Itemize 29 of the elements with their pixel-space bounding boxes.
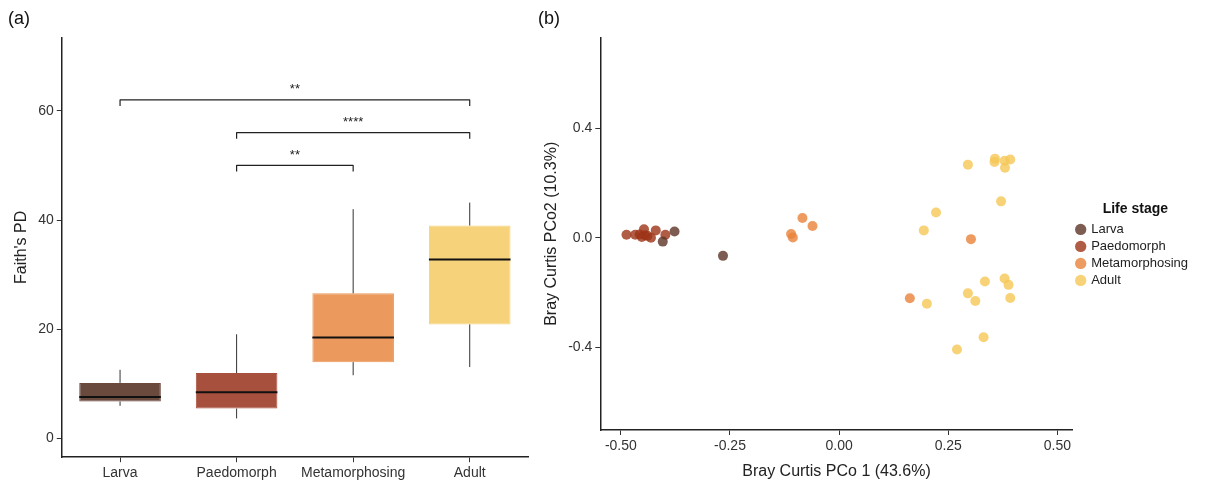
y-tick-label: 40: [38, 210, 54, 227]
legend-label: Metamorphosing: [1091, 254, 1188, 270]
legend-title: Life stage: [1102, 199, 1169, 216]
y-tick-label: 20: [38, 320, 54, 337]
x-tick-label: Adult: [453, 464, 486, 481]
x-tick-label: Metamorphosing: [301, 464, 406, 481]
x-tick-label: -0.50: [604, 437, 638, 454]
legend-label: Paedomorph: [1091, 237, 1166, 253]
x-tick-label: Larva: [102, 464, 138, 481]
x-axis-title: Bray Curtis PCo 1 (43.6%): [742, 461, 931, 479]
y-axis-title: Faith's PD: [12, 210, 30, 285]
x-tick-label: 0.50: [1043, 437, 1072, 454]
annotation: **: [289, 80, 300, 96]
annotation: ****: [343, 113, 364, 129]
y-axis-title: Bray Curtis PCo2 (10.3%): [542, 141, 560, 326]
y-tick-label: 0: [45, 429, 54, 446]
x-tick-label: -0.25: [714, 437, 747, 454]
x-tick-label: 0.25: [934, 437, 963, 454]
chart-title: (a): [8, 7, 30, 28]
chart-title: (b): [538, 7, 560, 28]
y-tick-label: -0.4: [568, 338, 593, 355]
y-tick-label: 0.0: [572, 228, 593, 245]
legend-label: Adult: [1091, 271, 1122, 287]
y-tick-label: 60: [38, 101, 54, 118]
y-tick-label: 0.4: [572, 119, 593, 136]
annotation: **: [289, 146, 300, 162]
x-tick-label: Paedomorph: [196, 464, 277, 481]
legend-label: Larva: [1091, 220, 1125, 236]
x-tick-label: 0.00: [825, 437, 853, 454]
